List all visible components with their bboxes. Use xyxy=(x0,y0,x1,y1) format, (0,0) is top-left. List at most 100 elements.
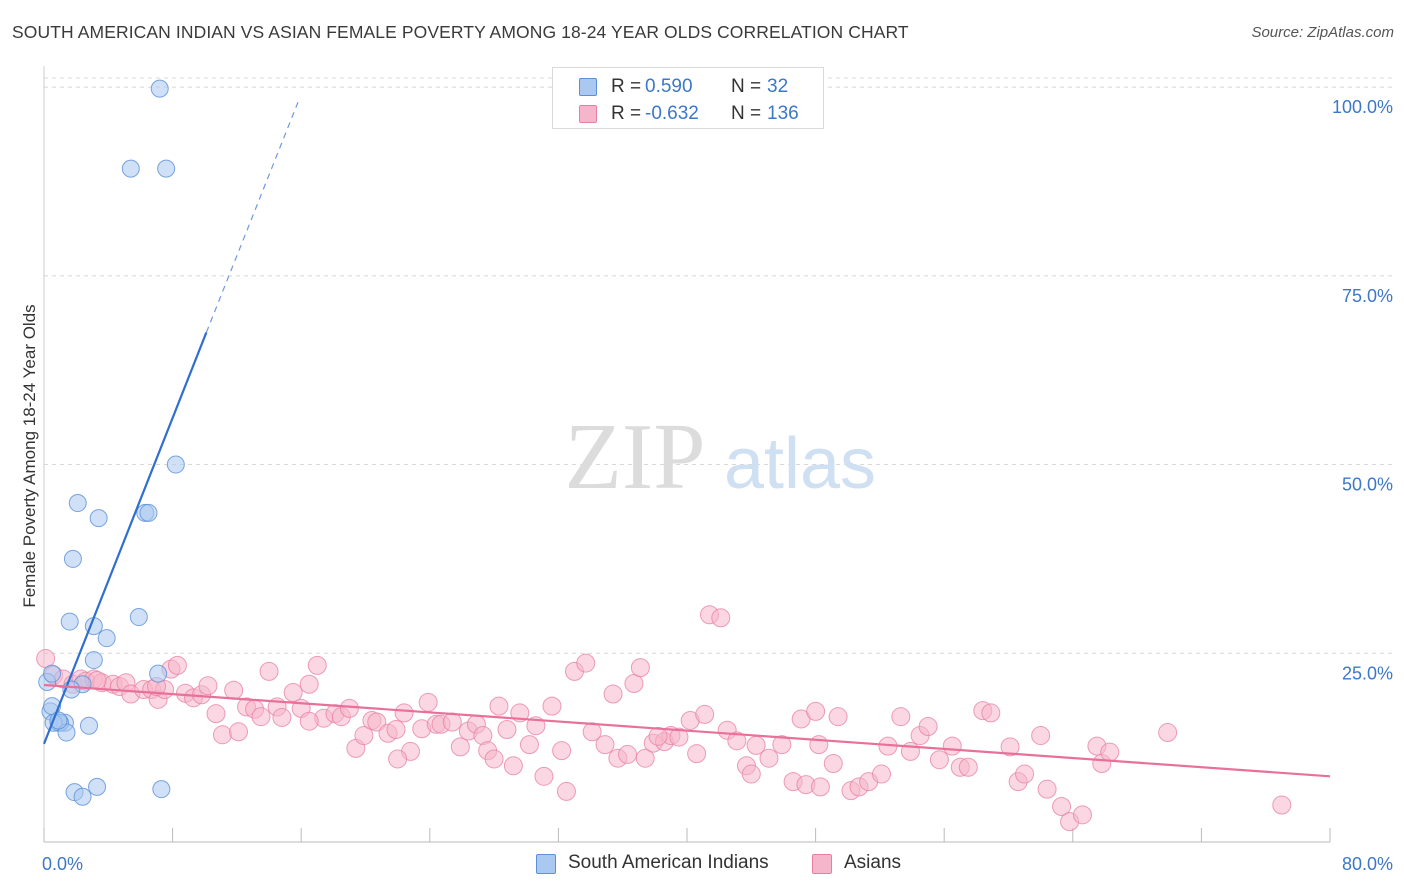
n-value: 32 xyxy=(767,76,789,97)
data-point-south-american-indians xyxy=(80,716,99,735)
data-point-asians xyxy=(1037,779,1057,799)
series-asians xyxy=(36,605,1292,832)
data-point-asians xyxy=(669,727,689,747)
y-tick-labels: 25.0% 50.0% 75.0% 100.0% xyxy=(1332,97,1393,683)
data-point-asians xyxy=(891,707,911,727)
series-south-american-indians xyxy=(38,79,185,806)
correlation-legend: R = 0.590 N = 32 R = -0.632 N = 136 xyxy=(552,67,824,129)
data-point-asians xyxy=(388,749,408,769)
data-point-asians xyxy=(759,748,779,768)
gridlines xyxy=(44,77,1392,654)
data-point-asians xyxy=(929,750,949,770)
data-point-asians xyxy=(1015,764,1035,784)
source-label: Source: ZipAtlas.com xyxy=(1251,24,1394,41)
data-point-south-american-indians xyxy=(157,159,176,178)
data-point-south-american-indians xyxy=(139,503,158,522)
legend-row-asians: R = -0.632 N = 136 xyxy=(553,103,823,127)
blue-swatch xyxy=(579,78,597,96)
data-point-south-american-indians xyxy=(60,612,79,631)
data-point-asians xyxy=(386,720,406,740)
data-point-asians xyxy=(823,753,843,773)
data-point-asians xyxy=(635,748,655,768)
r-label: R = xyxy=(611,103,642,124)
data-point-asians xyxy=(1052,797,1072,817)
blue-swatch xyxy=(536,854,556,874)
data-point-asians xyxy=(918,717,938,736)
data-point-asians xyxy=(872,764,892,784)
data-point-asians xyxy=(648,726,668,746)
data-point-south-american-indians xyxy=(121,159,140,178)
data-point-asians xyxy=(1100,742,1120,762)
data-point-asians xyxy=(394,703,414,723)
data-point-asians xyxy=(1031,726,1051,746)
trend-line-asians xyxy=(43,683,1331,778)
data-point-asians xyxy=(603,684,623,704)
x-tick-label: 0.0% xyxy=(42,854,83,874)
data-point-asians xyxy=(618,744,638,764)
data-point-asians xyxy=(624,673,644,693)
data-point-asians xyxy=(556,781,576,801)
data-point-asians xyxy=(1158,723,1178,743)
chart-title: SOUTH AMERICAN INDIAN VS ASIAN FEMALE PO… xyxy=(12,22,909,42)
legend-label: South American Indians xyxy=(568,852,769,873)
trend-lines xyxy=(42,101,1331,778)
data-point-asians xyxy=(339,698,359,718)
data-point-asians xyxy=(630,658,650,678)
data-point-asians xyxy=(727,731,747,751)
data-point-south-american-indians xyxy=(150,79,169,98)
data-point-south-american-indians xyxy=(89,509,108,528)
legend-label: Asians xyxy=(844,852,902,873)
data-point-south-american-indians xyxy=(129,608,148,627)
data-point-asians xyxy=(418,692,438,712)
data-point-south-american-indians xyxy=(68,494,87,513)
y-tick-label: 25.0% xyxy=(1342,663,1393,683)
y-tick-label: 75.0% xyxy=(1342,286,1393,306)
r-value: -0.632 xyxy=(645,103,699,124)
data-point-asians xyxy=(582,722,602,742)
data-point-south-american-indians xyxy=(149,664,168,683)
data-point-asians xyxy=(167,655,187,675)
data-point-asians xyxy=(1000,737,1020,757)
data-point-asians xyxy=(741,764,761,784)
data-point-asians xyxy=(259,661,279,681)
data-point-asians xyxy=(1272,795,1292,815)
data-point-asians xyxy=(251,707,271,727)
data-point-asians xyxy=(810,777,830,797)
data-point-asians xyxy=(224,680,244,700)
data-point-asians xyxy=(307,655,327,675)
trend-line-south-american-indians xyxy=(42,332,208,745)
data-point-asians xyxy=(981,703,1001,723)
data-point-asians xyxy=(299,711,319,731)
data-point-asians xyxy=(489,696,509,716)
y-tick-label: 100.0% xyxy=(1332,97,1393,117)
data-point-south-american-indians xyxy=(73,787,92,806)
data-point-asians xyxy=(198,676,218,696)
data-point-asians xyxy=(687,744,707,764)
data-point-asians xyxy=(283,683,303,703)
data-point-south-american-indians xyxy=(166,455,185,474)
data-point-asians xyxy=(806,701,826,721)
data-point-asians xyxy=(958,757,978,777)
data-point-south-american-indians xyxy=(63,549,82,568)
data-point-south-american-indians xyxy=(88,777,107,796)
data-point-asians xyxy=(212,725,232,745)
n-label: N = xyxy=(731,76,762,97)
data-point-asians xyxy=(484,749,504,769)
pink-swatch xyxy=(579,105,597,123)
data-point-asians xyxy=(552,741,572,761)
legend-row-south-american-indians: R = 0.590 N = 32 xyxy=(553,76,823,100)
data-point-asians xyxy=(354,726,374,746)
data-point-asians xyxy=(206,704,226,724)
series-legend: South American Indians Asians xyxy=(0,852,1406,878)
watermark-zip: ZIP xyxy=(565,405,706,509)
data-point-asians xyxy=(809,735,829,755)
data-point-asians xyxy=(542,696,562,716)
data-point-asians xyxy=(519,735,539,755)
data-point-asians xyxy=(299,674,319,694)
data-point-asians xyxy=(497,720,517,740)
data-point-south-american-indians xyxy=(152,780,171,799)
data-point-asians xyxy=(595,735,615,755)
data-point-asians xyxy=(272,707,292,727)
y-tick-label: 50.0% xyxy=(1342,475,1393,495)
